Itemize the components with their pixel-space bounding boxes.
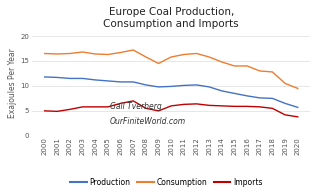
Production	[106, 80, 110, 82]
Imports	[233, 105, 236, 107]
Imports	[169, 105, 173, 107]
Text: Gail Tverberg: Gail Tverberg	[110, 102, 162, 111]
Imports	[220, 105, 224, 107]
Imports	[296, 116, 300, 118]
Consumption	[283, 82, 287, 85]
Imports	[144, 107, 148, 110]
Y-axis label: Exajoules Per Year: Exajoules Per Year	[8, 48, 18, 118]
Consumption	[270, 71, 274, 73]
Consumption	[106, 53, 110, 56]
Production	[207, 86, 211, 88]
Production	[156, 86, 160, 88]
Consumption	[93, 53, 97, 55]
Consumption	[81, 51, 84, 53]
Production	[233, 92, 236, 94]
Imports	[131, 100, 135, 102]
Consumption	[68, 52, 72, 55]
Imports	[43, 110, 47, 112]
Imports	[258, 106, 262, 108]
Imports	[182, 103, 186, 106]
Production	[144, 84, 148, 86]
Line: Production: Production	[45, 77, 298, 107]
Line: Imports: Imports	[45, 101, 298, 117]
Production	[182, 84, 186, 87]
Production	[68, 77, 72, 80]
Imports	[270, 107, 274, 110]
Text: OurFiniteWorld.com: OurFiniteWorld.com	[110, 117, 186, 126]
Imports	[195, 103, 198, 105]
Production	[296, 106, 300, 108]
Production	[220, 90, 224, 92]
Production	[270, 97, 274, 100]
Production	[258, 97, 262, 99]
Consumption	[55, 53, 59, 55]
Production	[43, 76, 47, 78]
Production	[131, 81, 135, 83]
Imports	[68, 108, 72, 111]
Imports	[283, 114, 287, 116]
Consumption	[258, 70, 262, 72]
Consumption	[169, 56, 173, 58]
Production	[195, 84, 198, 86]
Production	[283, 102, 287, 105]
Legend: Production, Consumption, Imports: Production, Consumption, Imports	[67, 175, 266, 190]
Consumption	[233, 65, 236, 67]
Consumption	[245, 65, 249, 67]
Consumption	[195, 52, 198, 55]
Imports	[81, 106, 84, 108]
Consumption	[43, 52, 47, 55]
Title: Europe Coal Production,
Consumption and Imports: Europe Coal Production, Consumption and …	[103, 7, 239, 29]
Imports	[93, 106, 97, 108]
Production	[81, 77, 84, 80]
Imports	[119, 102, 123, 105]
Consumption	[220, 61, 224, 63]
Imports	[156, 110, 160, 112]
Consumption	[119, 51, 123, 54]
Production	[93, 79, 97, 81]
Production	[169, 85, 173, 87]
Consumption	[156, 62, 160, 65]
Imports	[55, 110, 59, 113]
Consumption	[182, 53, 186, 56]
Production	[55, 76, 59, 79]
Consumption	[144, 56, 148, 58]
Consumption	[207, 56, 211, 58]
Production	[119, 81, 123, 83]
Consumption	[296, 87, 300, 90]
Line: Consumption: Consumption	[45, 50, 298, 88]
Imports	[245, 105, 249, 107]
Imports	[207, 104, 211, 107]
Consumption	[131, 49, 135, 51]
Production	[245, 95, 249, 97]
Imports	[106, 106, 110, 108]
